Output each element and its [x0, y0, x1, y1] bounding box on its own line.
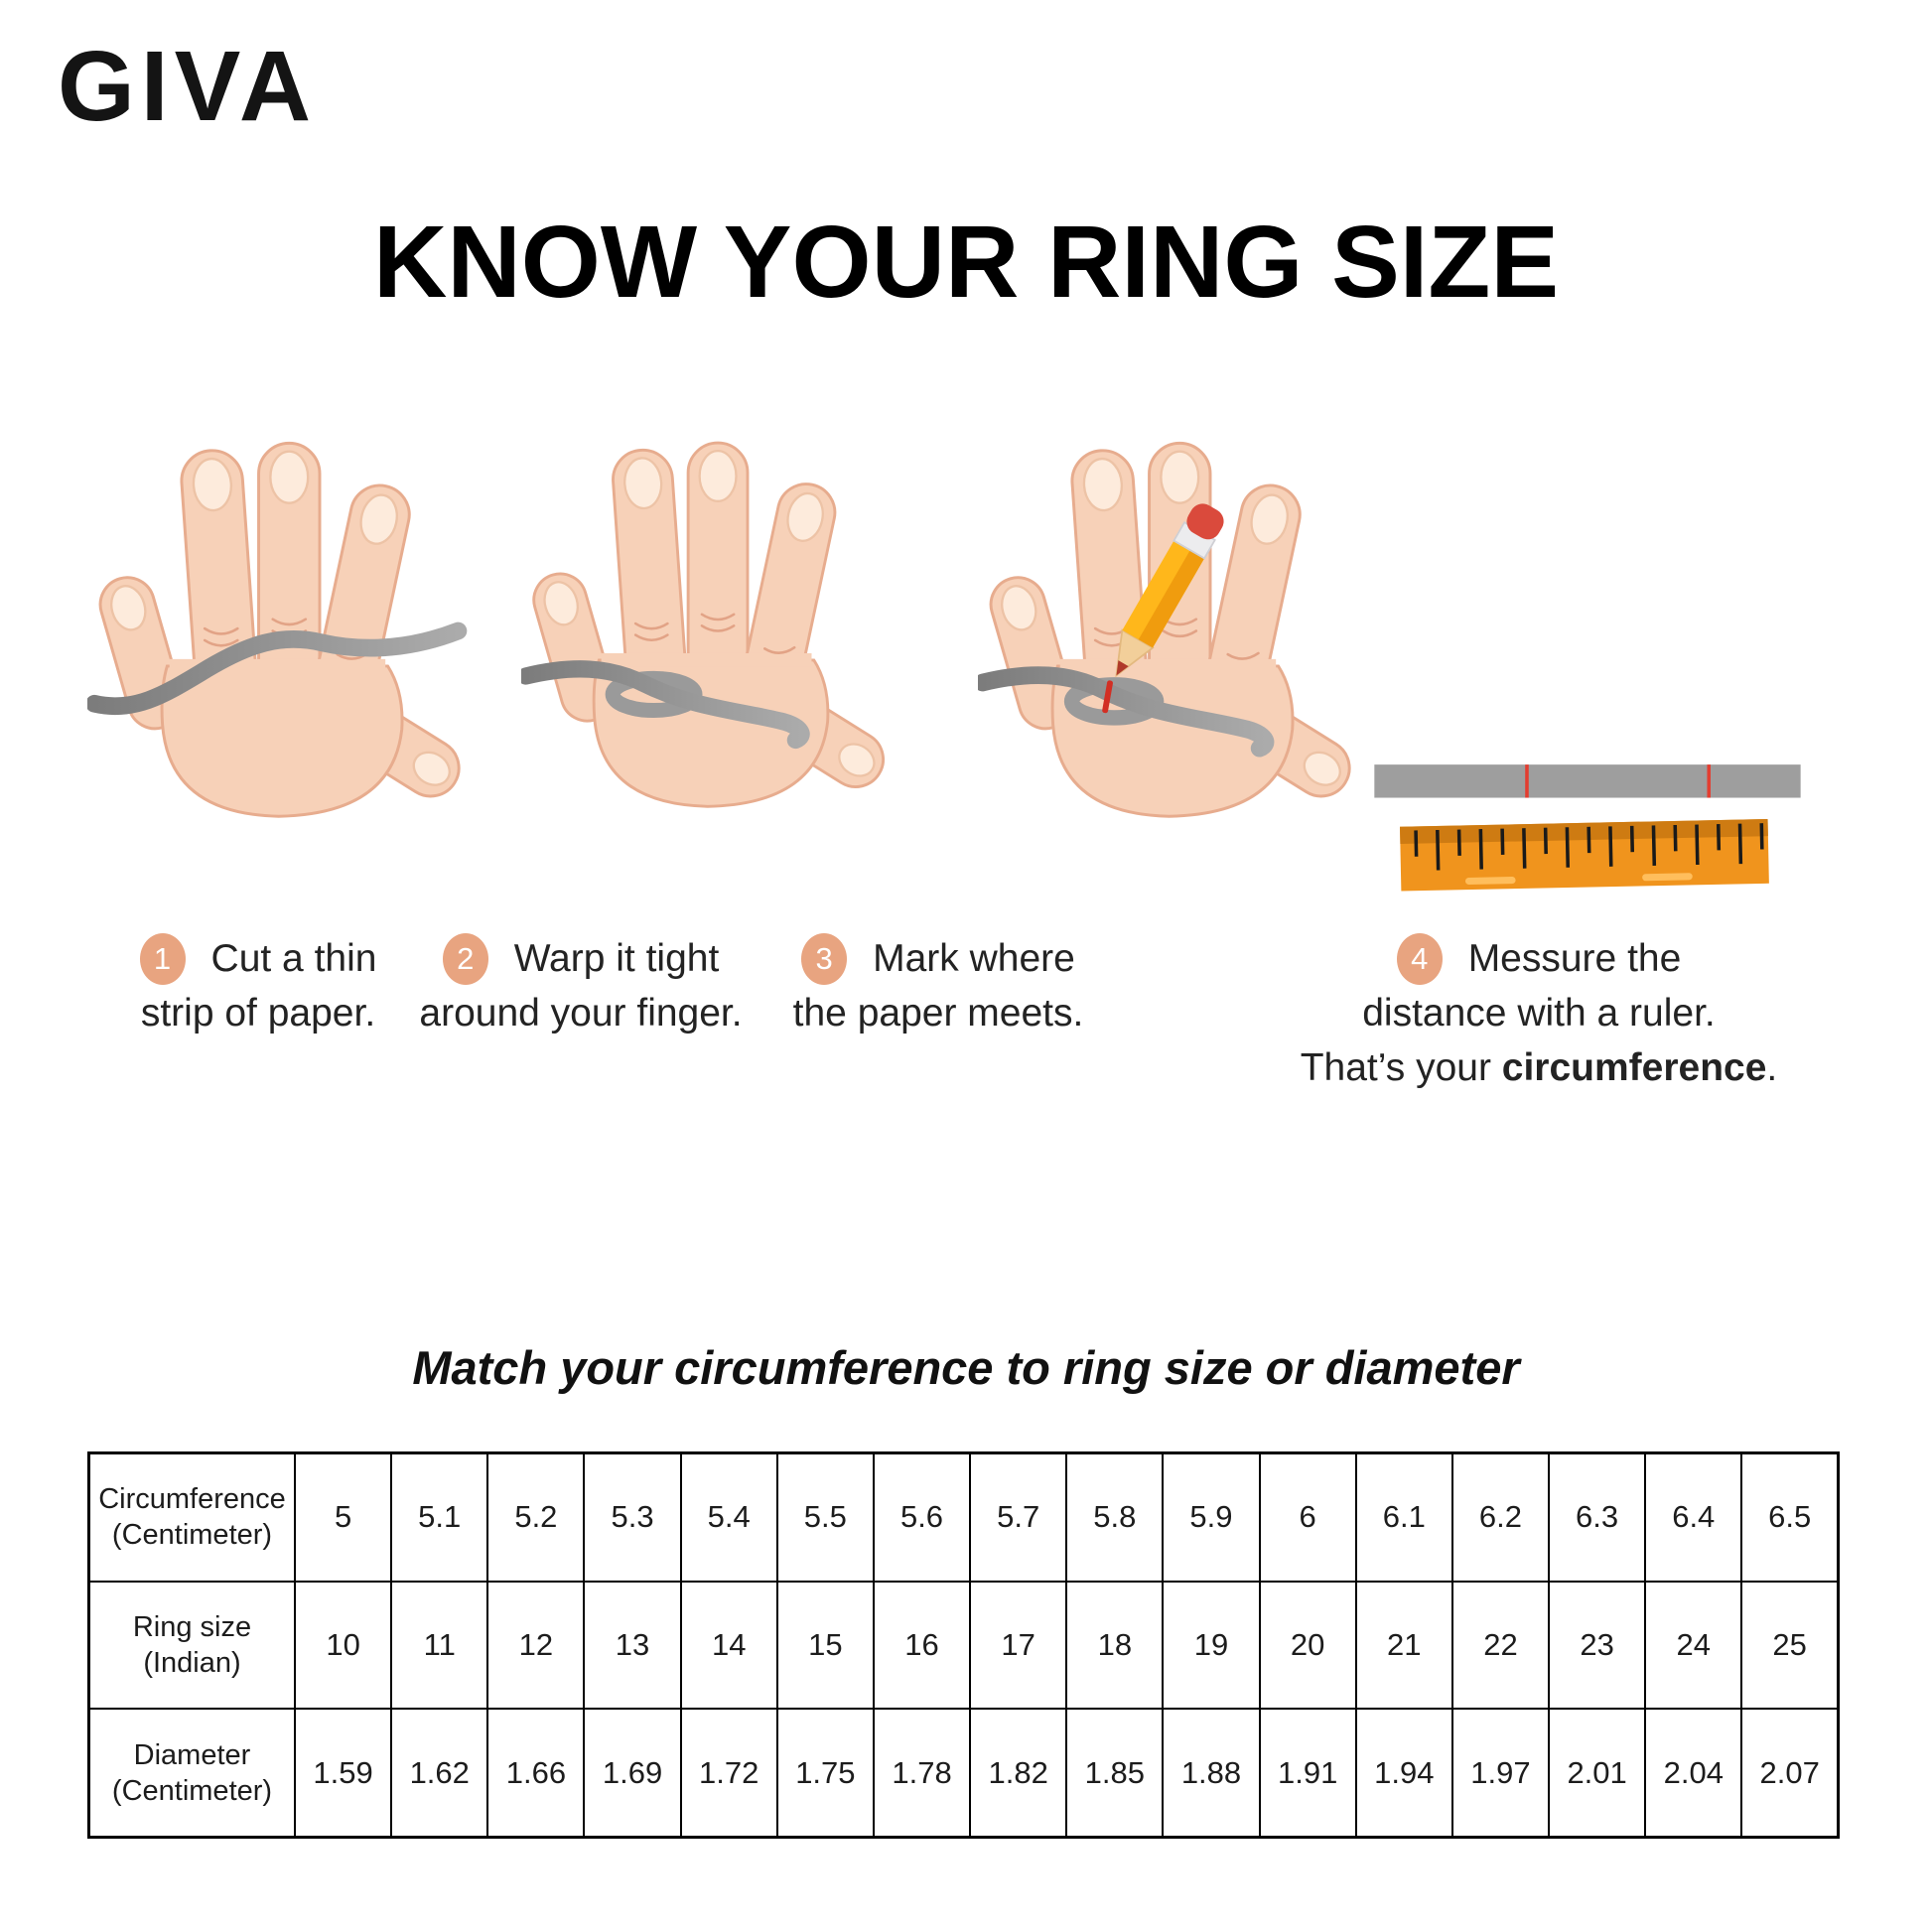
pencil-icon [1115, 503, 1224, 678]
table-body: Circumference (Centimeter) 5 5.1 5.2 5.3 5.4 5.… [87, 1451, 1840, 1839]
table-cell: 6.1 [1354, 1451, 1453, 1583]
step-text: Cut a thin [210, 937, 377, 980]
table-cell: 5.7 [969, 1451, 1068, 1583]
table-cell: 15 [775, 1580, 875, 1711]
table-cell: 6.4 [1644, 1451, 1743, 1583]
table-row: Circumference (Centimeter) 5 5.1 5.2 5.3 5.4 5.… [87, 1451, 1840, 1583]
table-cell: 14 [679, 1580, 778, 1711]
table-cell: 5.3 [583, 1451, 682, 1583]
step-text: around your finger. [419, 992, 743, 1035]
brand-logo: GIVA [58, 31, 318, 142]
step-text: Warp it tight [513, 937, 720, 980]
page-title: KNOW YOUR RING SIZE [372, 205, 1560, 319]
table-cell: 13 [583, 1580, 682, 1711]
table-cell: 21 [1354, 1580, 1453, 1711]
table-cell: 12 [486, 1580, 586, 1711]
row-label: Circumference (Centimeter) [87, 1451, 296, 1583]
table-cell: 6.5 [1740, 1451, 1840, 1583]
table-cell: 20 [1258, 1580, 1357, 1711]
table-cell: 5.9 [1162, 1451, 1261, 1583]
step-text: That’s your circumference. [1201, 1040, 1876, 1095]
table-cell: 1.62 [390, 1708, 489, 1839]
table-cell: 1.75 [775, 1708, 875, 1839]
step-1-caption: 1 Cut a thin strip of paper. [60, 931, 457, 1040]
table-cell: 10 [293, 1580, 393, 1711]
table-cell: 1.97 [1450, 1708, 1551, 1839]
table-cell: 19 [1162, 1580, 1261, 1711]
paper-strip [87, 621, 468, 716]
table-cell: 18 [1065, 1580, 1165, 1711]
step-text: Messure the [1467, 937, 1682, 980]
step-text: the paper meets. [792, 992, 1084, 1035]
table-cell: 5.8 [1065, 1451, 1165, 1583]
table-cell: 1.59 [293, 1708, 393, 1839]
table-cell: 5.5 [775, 1451, 875, 1583]
hand-icon [978, 441, 1362, 818]
paper-strip [978, 666, 1275, 758]
table-cell: 1.72 [679, 1708, 778, 1839]
table-cell: 2.04 [1644, 1708, 1743, 1839]
table-row: Ring size (Indian) 10 11 12 13 14 15 16 17 18 19 20 2… [87, 1580, 1840, 1711]
ruler-measuring-strip-illustration [1372, 755, 1805, 915]
table-cell: 25 [1740, 1580, 1840, 1711]
step-text-part: That’s your [1300, 1046, 1502, 1089]
table-cell: 1.94 [1354, 1708, 1453, 1839]
hand-with-paper-strip-illustration [87, 422, 475, 827]
table-cell: 6.3 [1548, 1451, 1647, 1583]
table-row: Diameter (Centimeter) 1.59 1.62 1.66 1.69 1.72… [87, 1708, 1840, 1839]
step-number-badge: 4 [1396, 932, 1443, 985]
row-label: Ring size (Indian) [87, 1580, 296, 1711]
ruler-icon [1374, 764, 1801, 892]
table-caption: Match your circumference to ring size or… [412, 1341, 1520, 1394]
ring-size-table: Circumference (Centimeter) 5 5.1 5.2 5.3 5.4 5.… [87, 1451, 1840, 1839]
table-cell: 17 [969, 1580, 1068, 1711]
step-number-badge: 1 [139, 932, 186, 985]
table-cell: 5.1 [390, 1451, 489, 1583]
step-number-badge: 2 [442, 932, 488, 985]
step-3-caption: 3 Mark where the paper meets. [725, 931, 1152, 1040]
table-cell: 5.6 [872, 1451, 972, 1583]
table-cell: 11 [390, 1580, 489, 1711]
step-4-caption: 4 Messure the distance with a ruler. Tha… [1201, 931, 1876, 1095]
table-cell: 1.78 [872, 1708, 972, 1839]
table-cell: 5 [293, 1451, 393, 1583]
red-mark [1707, 764, 1712, 798]
step-text: Mark where [873, 937, 1075, 980]
red-mark [1525, 764, 1529, 798]
table-cell: 1.82 [969, 1708, 1068, 1839]
ruler [1400, 818, 1769, 892]
table-cell: 1.85 [1065, 1708, 1165, 1839]
table-cell: 5.4 [679, 1451, 778, 1583]
table-cell: 5.2 [486, 1451, 586, 1583]
row-label: Diameter (Centimeter) [87, 1708, 296, 1839]
table-cell: 16 [872, 1580, 972, 1711]
table-cell: 1.91 [1258, 1708, 1357, 1839]
table-cell: 1.66 [486, 1708, 586, 1839]
paper-strip [1374, 764, 1801, 798]
table-cell: 1.69 [583, 1708, 682, 1839]
red-mark [1102, 680, 1113, 714]
hand-icon [87, 441, 472, 818]
table-cell: 2.07 [1740, 1708, 1840, 1839]
circumference-emphasis: circumference [1501, 1046, 1767, 1089]
step-2-caption: 2 Warp it tight around your finger. [347, 931, 814, 1040]
table-cell: 6 [1258, 1451, 1357, 1583]
table-cell: 22 [1450, 1580, 1551, 1711]
table-cell: 23 [1548, 1580, 1647, 1711]
hand-icon [521, 441, 896, 808]
step-text: strip of paper. [140, 992, 376, 1035]
table-cell: 6.2 [1450, 1451, 1551, 1583]
step-number-badge: 3 [801, 932, 848, 985]
table-cell: 1.88 [1162, 1708, 1261, 1839]
hand-strip-marked-pencil-illustration [978, 422, 1365, 827]
paper-strip [521, 660, 810, 750]
hand-strip-wrapped-illustration [521, 422, 898, 817]
table-cell: 2.01 [1548, 1708, 1647, 1839]
step-text-part: . [1766, 1046, 1778, 1089]
step-text: distance with a ruler. [1362, 992, 1716, 1035]
table-cell: 24 [1644, 1580, 1743, 1711]
